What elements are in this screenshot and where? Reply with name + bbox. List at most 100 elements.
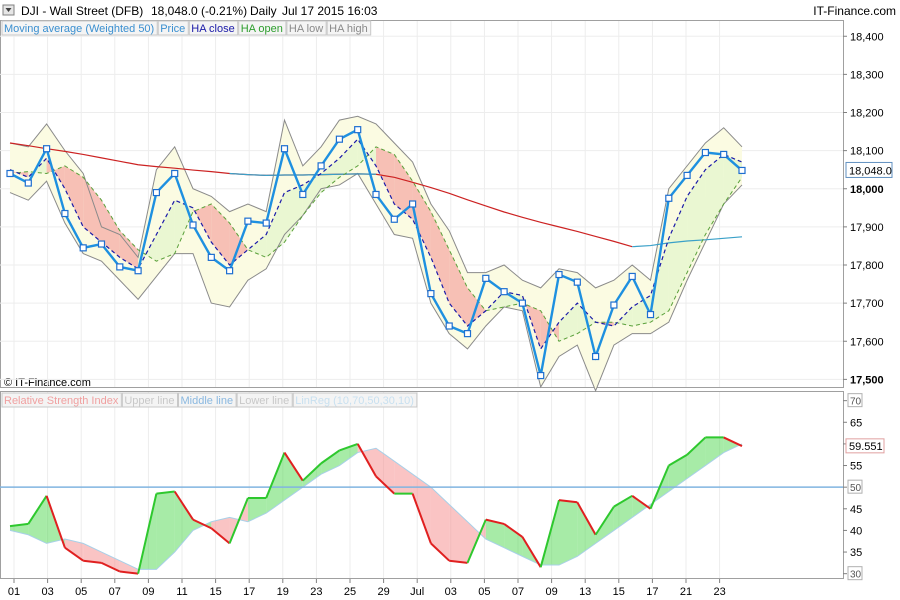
y-tick-label: 65 xyxy=(850,417,862,429)
x-tick-label: 15 xyxy=(613,586,625,598)
rsi-line-segment xyxy=(339,442,359,452)
rsi-line-segment xyxy=(101,561,121,573)
ha-body-fill xyxy=(394,154,413,220)
price-point xyxy=(24,179,32,187)
y-tick-label: 35 xyxy=(850,547,862,559)
rsi-fill xyxy=(394,461,413,494)
rsi-line-segment xyxy=(27,495,48,525)
y-tick-box xyxy=(847,566,863,581)
x-tick-label: 03 xyxy=(445,586,457,598)
legend-item[interactable] xyxy=(286,20,327,36)
legend-item[interactable] xyxy=(1,392,122,408)
rsi-fill xyxy=(119,560,139,574)
price-point xyxy=(573,278,581,286)
legend-item[interactable] xyxy=(157,20,189,36)
rsi-line-segment xyxy=(631,494,652,510)
y-tick-label: 18,300 xyxy=(850,69,884,81)
legend-item[interactable] xyxy=(236,392,293,408)
price-point xyxy=(628,272,636,281)
y-tick-label: 17,600 xyxy=(850,336,884,348)
rsi-line-segment xyxy=(45,495,66,549)
rsi-line-segment xyxy=(576,501,597,536)
legend-label: Middle line xyxy=(181,395,234,407)
rsi-line-segment xyxy=(466,519,487,564)
rsi-plot xyxy=(0,392,843,578)
ha-body-fill xyxy=(613,306,633,326)
ha-high-line xyxy=(9,115,743,289)
ha-body-fill xyxy=(412,181,431,258)
y-tick-label: 45 xyxy=(850,504,862,516)
rsi-fill xyxy=(412,474,431,544)
rsi-line-segment xyxy=(64,546,84,562)
x-tick-label: 25 xyxy=(344,586,356,598)
rsi-fill xyxy=(83,543,102,563)
legend-price: Moving average (Weighted 50) Price HA clos… xyxy=(1,20,372,36)
rsi-line-segment xyxy=(228,497,249,544)
legend-item[interactable] xyxy=(188,20,239,36)
legend-item[interactable] xyxy=(292,392,418,408)
rsi-fill xyxy=(211,517,230,544)
rsi-fill xyxy=(632,495,651,518)
legend-item[interactable] xyxy=(178,392,237,408)
price-point xyxy=(244,217,252,225)
price-point xyxy=(445,322,453,330)
ha-body-fill xyxy=(266,192,285,258)
rsi-fill xyxy=(101,552,120,572)
price-plot xyxy=(0,21,843,393)
price-point xyxy=(390,215,398,223)
y-tick-box xyxy=(847,479,863,494)
rsi-line-segment xyxy=(302,462,322,482)
rsi-line-segment xyxy=(137,493,158,574)
price-point xyxy=(335,135,343,143)
last-rsi-label: 59.551 xyxy=(849,441,883,453)
legend-item[interactable] xyxy=(326,20,372,36)
price-point xyxy=(207,253,215,261)
rsi-line-segment xyxy=(356,443,377,477)
ha-body-fill xyxy=(321,158,340,193)
rsi-fill xyxy=(559,500,578,566)
rsi-line-segment xyxy=(613,494,633,508)
x-tick-label: 23 xyxy=(310,586,322,598)
ha-body-fill xyxy=(430,211,450,304)
rsi-line-segment xyxy=(265,452,286,499)
rsi-fill xyxy=(156,491,175,570)
price-point xyxy=(317,162,325,170)
ha-body-fill xyxy=(559,303,578,342)
legend-label: Lower line xyxy=(239,395,289,407)
rsi-line-segment xyxy=(210,527,231,545)
rsi-fill xyxy=(504,523,523,557)
y-tick-label: 17,800 xyxy=(850,260,884,272)
legend-label: HA open xyxy=(241,23,283,35)
price-change: 18,048.0 (-0.21%) xyxy=(151,4,247,18)
price-point xyxy=(97,240,106,248)
ha-open-line xyxy=(9,146,743,342)
price-point xyxy=(738,166,746,175)
legend-item[interactable] xyxy=(1,20,158,36)
rsi-fill xyxy=(284,452,303,501)
price-point xyxy=(171,169,179,178)
rsi-fill xyxy=(10,523,29,535)
rsi-line-segment xyxy=(558,499,578,504)
y-tick-label: 17,700 xyxy=(850,298,884,310)
linreg-line xyxy=(9,443,743,570)
ha-body-fill xyxy=(687,169,706,273)
x-tick-label: 29 xyxy=(377,586,389,598)
legend-item[interactable] xyxy=(121,392,178,408)
moving-average-line-segment xyxy=(229,172,377,177)
last-price-box xyxy=(845,161,893,178)
legend-item[interactable] xyxy=(238,20,287,36)
price-point xyxy=(500,288,508,296)
menu-arrow-icon xyxy=(5,8,12,12)
rsi-line-segment xyxy=(503,523,523,538)
x-tick-label: 01 xyxy=(8,586,20,598)
price-point xyxy=(646,310,655,319)
y-tick-box xyxy=(847,393,863,408)
price-point xyxy=(42,145,51,153)
price-point xyxy=(409,200,417,208)
price-point xyxy=(518,299,527,307)
rsi-line-segment xyxy=(411,493,432,544)
x-tick-label: 17 xyxy=(646,586,658,598)
rsi-fill xyxy=(302,463,322,488)
rsi-line-segment xyxy=(485,518,505,525)
